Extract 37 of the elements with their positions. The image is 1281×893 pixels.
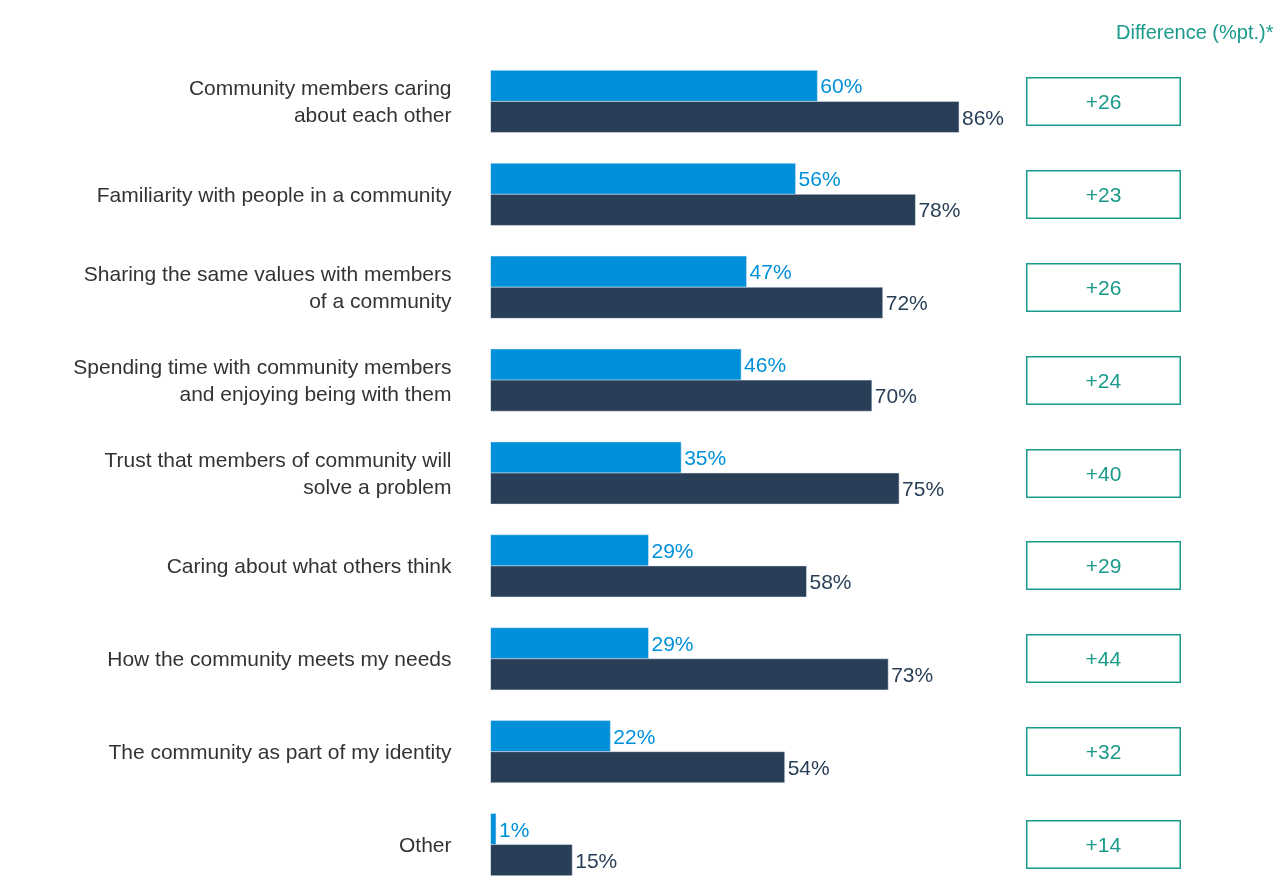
data-label: 29%: [651, 631, 694, 655]
text: Difference (%pt.)*: [1116, 21, 1274, 43]
text: +24: [1085, 369, 1122, 392]
text: +26: [1085, 90, 1122, 113]
y-tick-label: Spending time with community members and enjoying being with them: [73, 354, 452, 406]
text: +26: [1085, 276, 1122, 299]
data-label: 86%: [962, 105, 1005, 129]
data-label: 56%: [798, 167, 841, 191]
y-tick-label: Other: [398, 832, 452, 856]
text: +40: [1085, 462, 1122, 485]
y-tick-label: Familiarity with people in a community: [96, 182, 453, 206]
y-tick-label: The community as part of my identity: [108, 740, 453, 764]
y-tick-label: Caring about what others think: [166, 554, 453, 578]
data-label: 15%: [575, 848, 618, 872]
text: +14: [1085, 833, 1122, 856]
data-label: 73%: [891, 662, 934, 686]
data-label: 72%: [885, 291, 928, 315]
data-label: 22%: [613, 724, 656, 748]
data-label: 54%: [787, 755, 830, 779]
data-label: 46%: [744, 353, 787, 377]
data-label: 60%: [820, 74, 863, 98]
data-label: 75%: [902, 477, 945, 501]
y-tick-label: Community members caring about each other: [188, 76, 452, 127]
data-label: 29%: [651, 538, 694, 562]
y-tick-label: How the community meets my needs: [107, 647, 452, 671]
data-label: 58%: [809, 569, 852, 593]
data-label: 35%: [684, 445, 727, 469]
y-tick-label: Trust that members of community will solve a problem: [104, 447, 452, 498]
text: +23: [1085, 183, 1122, 206]
data-label: 47%: [749, 260, 792, 284]
data-label: 1%: [498, 817, 530, 841]
y-tick-label: Sharing the same values with members of a community: [83, 261, 453, 313]
data-label: 78%: [918, 198, 961, 222]
data-label: 70%: [874, 384, 917, 408]
text: +32: [1085, 740, 1122, 763]
text: +29: [1085, 554, 1122, 577]
text: +44: [1085, 647, 1122, 670]
